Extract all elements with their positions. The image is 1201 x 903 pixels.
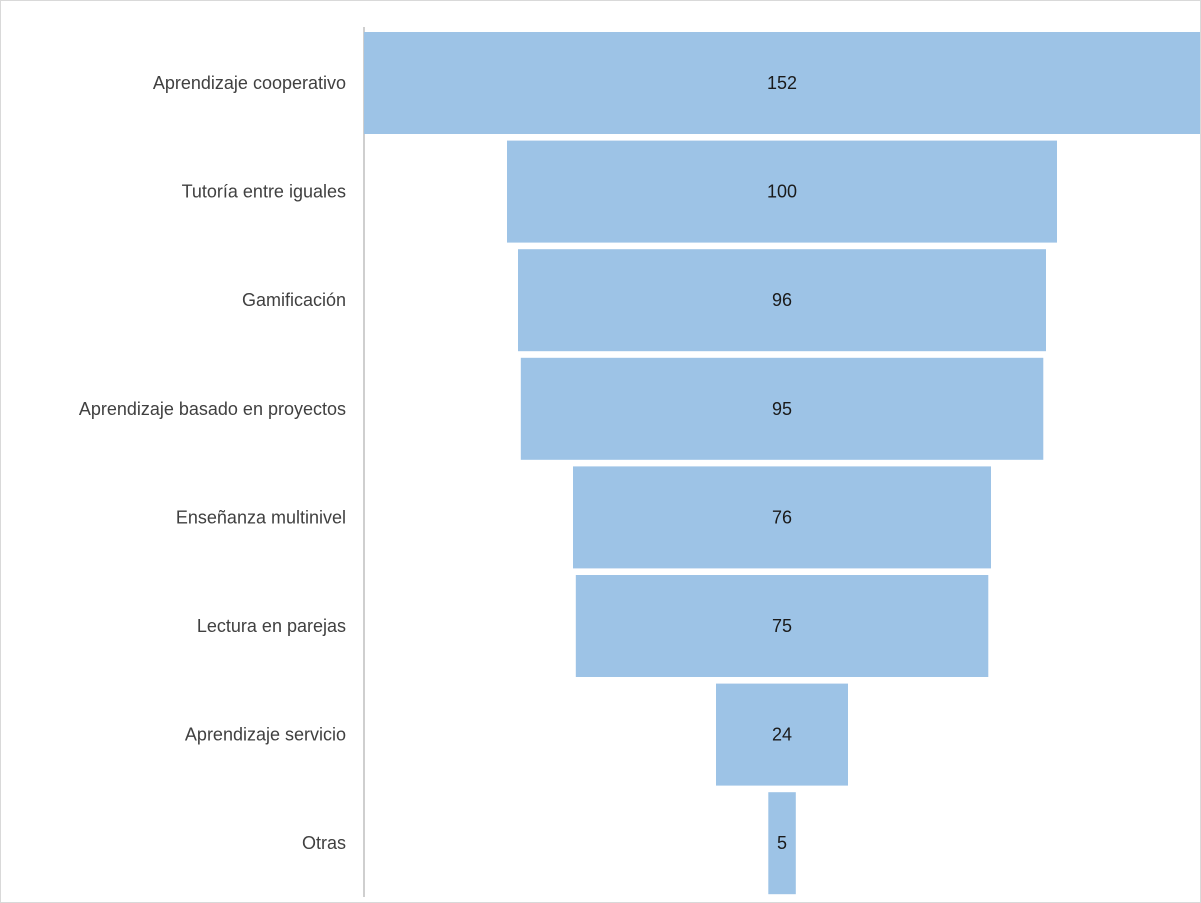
category-label: Gamificación: [242, 290, 346, 310]
funnel-bar: [518, 249, 1046, 352]
data-label: 96: [772, 290, 792, 310]
data-label: 76: [772, 507, 792, 527]
category-label: Otras: [302, 833, 346, 853]
data-label: 75: [772, 616, 792, 636]
funnel-bar: [716, 683, 848, 786]
category-label: Aprendizaje servicio: [185, 725, 346, 745]
category-label: Tutoría entre iguales: [182, 182, 346, 202]
category-labels-layer: Aprendizaje cooperativo Tutoría entre igu…: [79, 73, 346, 853]
funnel-bar: [520, 357, 1044, 460]
funnel-bar: [575, 575, 989, 677]
funnel-bar: [507, 140, 1057, 243]
funnel-bar: [768, 792, 796, 895]
value-labels-layer: 152 100 96 95 76 75 24 5: [767, 73, 797, 853]
data-label: 95: [772, 399, 792, 419]
category-label: Enseñanza multinivel: [176, 507, 346, 527]
data-label: 24: [772, 725, 792, 745]
funnel-bar: [364, 32, 1200, 134]
funnel-bar: [573, 466, 991, 569]
bars-layer: [364, 32, 1200, 895]
data-label: 100: [767, 182, 797, 202]
category-label: Aprendizaje basado en proyectos: [79, 399, 346, 419]
data-label: 5: [777, 833, 787, 853]
category-label: Lectura en parejas: [197, 616, 346, 636]
category-label: Aprendizaje cooperativo: [153, 73, 346, 93]
data-label: 152: [767, 73, 797, 93]
